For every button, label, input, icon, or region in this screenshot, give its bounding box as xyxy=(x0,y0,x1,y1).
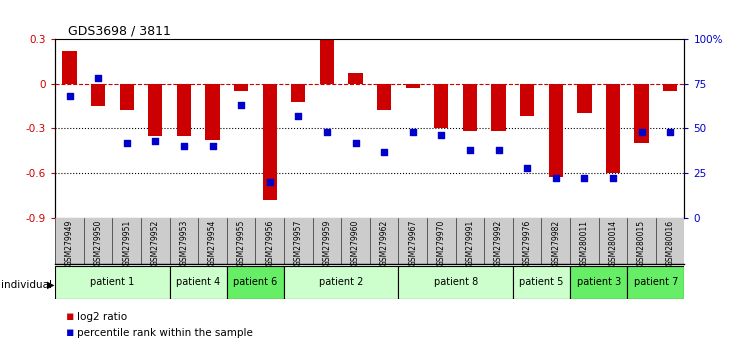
Text: patient 6: patient 6 xyxy=(233,277,277,287)
Text: ▪: ▪ xyxy=(66,326,75,339)
Point xyxy=(263,179,275,185)
Text: GSM279991: GSM279991 xyxy=(465,220,475,266)
Bar xyxy=(169,266,227,299)
Bar xyxy=(492,84,506,131)
Text: individual: individual xyxy=(1,280,52,290)
Text: GSM279959: GSM279959 xyxy=(322,220,331,267)
Point xyxy=(378,149,390,154)
Text: GSM280011: GSM280011 xyxy=(580,220,589,266)
Text: GSM279952: GSM279952 xyxy=(151,220,160,266)
Bar xyxy=(377,84,392,110)
Point xyxy=(636,129,648,135)
Bar xyxy=(263,84,277,200)
Bar xyxy=(227,266,284,299)
Bar xyxy=(398,266,513,299)
Text: GSM279960: GSM279960 xyxy=(351,220,360,267)
Point xyxy=(149,138,161,144)
Text: GSM280016: GSM280016 xyxy=(665,220,675,266)
Text: GSM279949: GSM279949 xyxy=(65,220,74,267)
Text: log2 ratio: log2 ratio xyxy=(77,312,127,322)
Bar xyxy=(177,84,191,136)
Point xyxy=(436,133,447,138)
Bar xyxy=(406,84,420,88)
Bar xyxy=(520,84,534,116)
Point xyxy=(178,143,190,149)
Bar xyxy=(319,39,334,84)
Text: patient 1: patient 1 xyxy=(91,277,135,287)
Point xyxy=(321,129,333,135)
Text: patient 8: patient 8 xyxy=(434,277,478,287)
Text: patient 7: patient 7 xyxy=(634,277,678,287)
Bar xyxy=(463,84,477,131)
Point xyxy=(292,113,304,119)
Point xyxy=(207,143,219,149)
Point xyxy=(121,140,132,145)
Point xyxy=(236,102,247,108)
Text: percentile rank within the sample: percentile rank within the sample xyxy=(77,328,253,338)
Bar xyxy=(63,51,77,84)
Text: GSM279950: GSM279950 xyxy=(93,220,102,267)
Text: GSM279954: GSM279954 xyxy=(208,220,217,267)
Text: ▶: ▶ xyxy=(47,280,54,290)
Bar xyxy=(513,266,570,299)
Bar xyxy=(634,84,648,143)
Text: GSM279992: GSM279992 xyxy=(494,220,503,266)
Bar xyxy=(570,266,627,299)
Bar xyxy=(663,84,677,91)
Bar xyxy=(348,73,363,84)
Text: GSM279953: GSM279953 xyxy=(180,220,188,267)
Text: GSM279956: GSM279956 xyxy=(265,220,275,267)
Text: patient 3: patient 3 xyxy=(576,277,620,287)
Point xyxy=(665,129,676,135)
Text: patient 2: patient 2 xyxy=(319,277,364,287)
Bar xyxy=(627,266,684,299)
Bar xyxy=(434,84,448,129)
Point xyxy=(63,93,75,99)
Text: patient 5: patient 5 xyxy=(520,277,564,287)
Text: GDS3698 / 3811: GDS3698 / 3811 xyxy=(68,25,171,38)
Point xyxy=(407,129,419,135)
Bar xyxy=(91,84,105,106)
Text: GSM280015: GSM280015 xyxy=(637,220,646,266)
Bar xyxy=(606,84,620,173)
Point xyxy=(350,140,361,145)
Bar xyxy=(577,84,592,113)
Bar xyxy=(291,84,305,102)
Text: GSM279955: GSM279955 xyxy=(236,220,246,267)
Text: GSM280014: GSM280014 xyxy=(609,220,618,266)
Point xyxy=(492,147,504,153)
Text: GSM279957: GSM279957 xyxy=(294,220,302,267)
Bar xyxy=(205,84,219,140)
Point xyxy=(607,176,619,181)
Bar xyxy=(148,84,163,136)
Point xyxy=(464,147,476,153)
Bar xyxy=(548,84,563,177)
Bar xyxy=(55,266,169,299)
Point xyxy=(578,176,590,181)
Point xyxy=(550,176,562,181)
Text: GSM279962: GSM279962 xyxy=(380,220,389,266)
Bar xyxy=(284,266,398,299)
Bar xyxy=(234,84,248,91)
Text: GSM279951: GSM279951 xyxy=(122,220,131,266)
Bar xyxy=(119,84,134,110)
Text: ▪: ▪ xyxy=(66,310,75,323)
Point xyxy=(92,75,104,81)
Point xyxy=(521,165,533,171)
Text: GSM279976: GSM279976 xyxy=(523,220,531,267)
Text: GSM279970: GSM279970 xyxy=(437,220,446,267)
Text: GSM279982: GSM279982 xyxy=(551,220,560,266)
Text: patient 4: patient 4 xyxy=(176,277,220,287)
Text: GSM279967: GSM279967 xyxy=(408,220,417,267)
